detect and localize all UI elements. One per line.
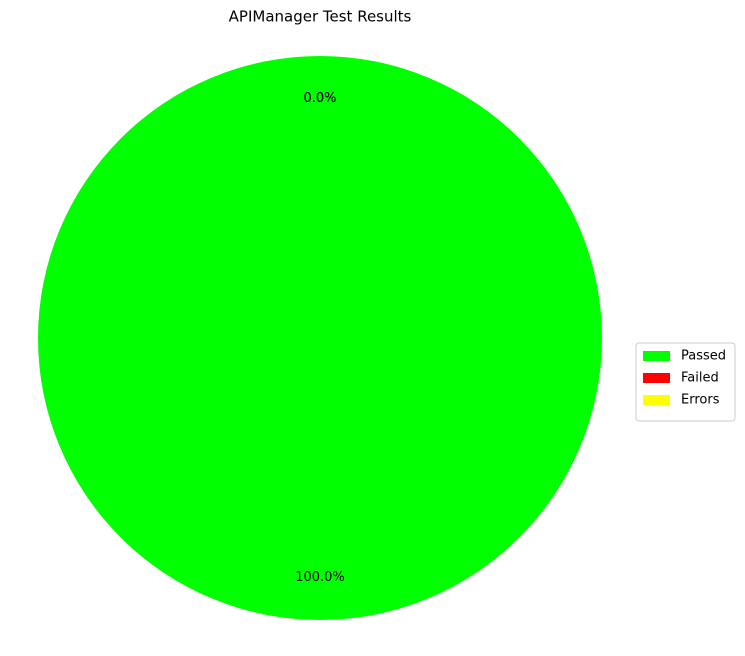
legend-label: Errors: [681, 393, 720, 408]
pie-slice: [38, 56, 602, 620]
legend-label: Failed: [681, 371, 719, 386]
legend-swatch: [643, 395, 670, 405]
legend-label: Passed: [681, 349, 726, 364]
legend-swatch: [643, 351, 670, 361]
legend-swatch: [643, 373, 670, 383]
chart-title: APIManager Test Results: [229, 8, 412, 26]
pie-label: 0.0%: [303, 91, 336, 106]
pie-label: 100.0%: [295, 570, 345, 585]
pie-label: 0.0%: [303, 91, 336, 106]
